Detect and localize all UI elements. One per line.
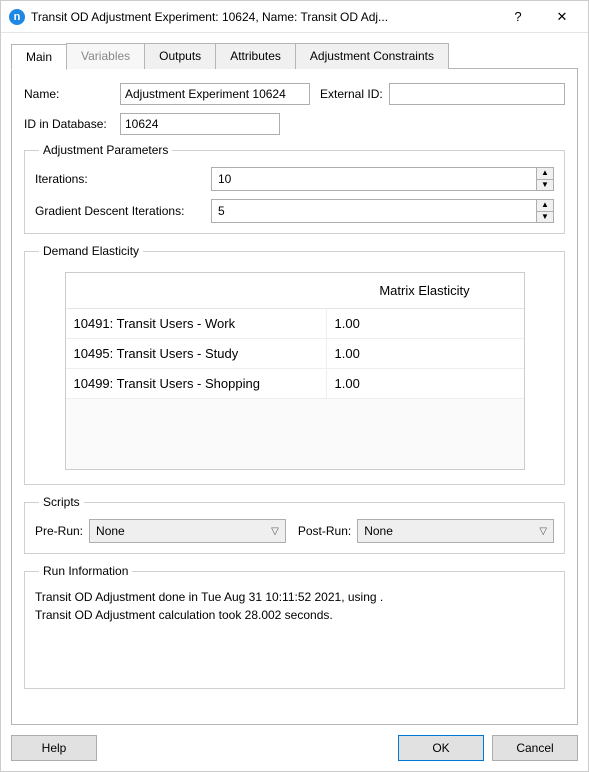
group-adjustment-parameters: Adjustment Parameters Iterations: ▲ ▼ Gr… <box>24 143 565 234</box>
run-info-text: Transit OD Adjustment done in Tue Aug 31… <box>35 588 554 678</box>
iterations-spin-buttons[interactable]: ▲ ▼ <box>536 167 554 191</box>
demand-elasticity-legend: Demand Elasticity <box>39 244 143 258</box>
elasticity-row-value[interactable]: 1.00 <box>326 339 524 368</box>
run-info-legend: Run Information <box>39 564 132 578</box>
help-button[interactable]: Help <box>11 735 97 761</box>
db-id-label: ID in Database: <box>24 117 114 131</box>
dialog-footer: Help OK Cancel <box>1 725 588 771</box>
tab-bar: Main Variables Outputs Attributes Adjust… <box>11 43 578 69</box>
chevron-down-icon: ▽ <box>539 526 547 537</box>
titlebar: n Transit OD Adjustment Experiment: 1062… <box>1 1 588 33</box>
table-header-value: Matrix Elasticity <box>326 273 524 308</box>
spin-up-icon[interactable]: ▲ <box>537 200 553 212</box>
close-icon[interactable]: ✕ <box>540 2 584 32</box>
iterations-input[interactable] <box>211 167 536 191</box>
external-id-label: External ID: <box>320 87 383 101</box>
chevron-down-icon: ▽ <box>271 526 279 537</box>
tab-variables[interactable]: Variables <box>66 43 145 69</box>
post-run-label: Post-Run: <box>298 524 351 538</box>
gdi-spinbox[interactable]: ▲ ▼ <box>211 199 554 223</box>
post-run-select[interactable]: None ▽ <box>357 519 554 543</box>
elasticity-row-name: 10495: Transit Users - Study <box>66 339 326 368</box>
gdi-label: Gradient Descent Iterations: <box>35 204 205 218</box>
tab-adjustment-constraints[interactable]: Adjustment Constraints <box>295 43 449 69</box>
group-scripts: Scripts Pre-Run: None ▽ Post-Run: None ▽ <box>24 495 565 554</box>
db-id-input[interactable] <box>120 113 280 135</box>
elasticity-row-name: 10499: Transit Users - Shopping <box>66 369 326 398</box>
post-run-value: None <box>364 524 393 538</box>
row-iterations: Iterations: ▲ ▼ <box>35 167 554 191</box>
elasticity-row-value[interactable]: 1.00 <box>326 369 524 398</box>
gdi-spin-buttons[interactable]: ▲ ▼ <box>536 199 554 223</box>
run-info-line: Transit OD Adjustment calculation took 2… <box>35 606 554 624</box>
elasticity-row-value[interactable]: 1.00 <box>326 309 524 338</box>
tab-main[interactable]: Main <box>11 44 67 70</box>
group-run-information: Run Information Transit OD Adjustment do… <box>24 564 565 689</box>
table-filler <box>66 399 524 469</box>
pre-run-value: None <box>96 524 125 538</box>
row-scripts: Pre-Run: None ▽ Post-Run: None ▽ <box>35 519 554 543</box>
spin-up-icon[interactable]: ▲ <box>537 168 553 180</box>
scripts-legend: Scripts <box>39 495 84 509</box>
app-icon: n <box>9 9 25 25</box>
iterations-label: Iterations: <box>35 172 205 186</box>
table-header-name <box>66 273 326 308</box>
pre-run-select[interactable]: None ▽ <box>89 519 286 543</box>
table-row[interactable]: 10495: Transit Users - Study 1.00 <box>66 339 524 369</box>
help-icon[interactable]: ? <box>496 2 540 32</box>
pre-run-label: Pre-Run: <box>35 524 83 538</box>
iterations-spinbox[interactable]: ▲ ▼ <box>211 167 554 191</box>
elasticity-table: Matrix Elasticity 10491: Transit Users -… <box>65 272 525 470</box>
group-demand-elasticity: Demand Elasticity Matrix Elasticity 1049… <box>24 244 565 485</box>
table-row[interactable]: 10499: Transit Users - Shopping 1.00 <box>66 369 524 399</box>
external-id-input[interactable] <box>389 83 565 105</box>
content-area: Main Variables Outputs Attributes Adjust… <box>1 33 588 725</box>
table-row[interactable]: 10491: Transit Users - Work 1.00 <box>66 309 524 339</box>
spin-down-icon[interactable]: ▼ <box>537 212 553 223</box>
ok-button[interactable]: OK <box>398 735 484 761</box>
row-gdi: Gradient Descent Iterations: ▲ ▼ <box>35 199 554 223</box>
dialog-window: n Transit OD Adjustment Experiment: 1062… <box>0 0 589 772</box>
tab-attributes[interactable]: Attributes <box>215 43 296 69</box>
tab-outputs[interactable]: Outputs <box>144 43 216 69</box>
name-label: Name: <box>24 87 114 101</box>
elasticity-row-name: 10491: Transit Users - Work <box>66 309 326 338</box>
row-name: Name: External ID: <box>24 83 565 105</box>
cancel-button[interactable]: Cancel <box>492 735 578 761</box>
name-input[interactable] <box>120 83 310 105</box>
table-header: Matrix Elasticity <box>66 273 524 309</box>
row-db-id: ID in Database: <box>24 113 565 135</box>
tab-panel-main: Name: External ID: ID in Database: Adjus… <box>11 68 578 725</box>
window-title: Transit OD Adjustment Experiment: 10624,… <box>31 10 496 24</box>
adjustment-parameters-legend: Adjustment Parameters <box>39 143 172 157</box>
spin-down-icon[interactable]: ▼ <box>537 180 553 191</box>
gdi-input[interactable] <box>211 199 536 223</box>
run-info-line: Transit OD Adjustment done in Tue Aug 31… <box>35 588 554 606</box>
